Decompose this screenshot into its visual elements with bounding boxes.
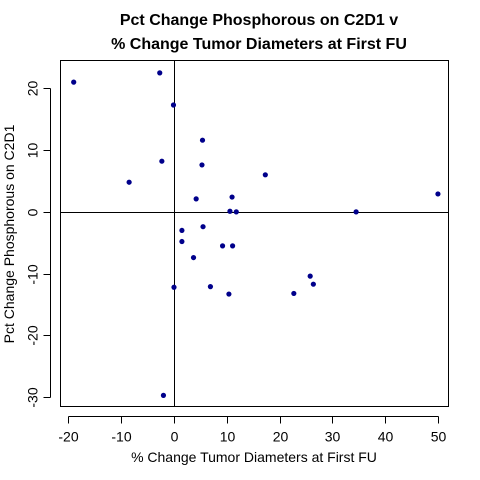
- data-point: [170, 102, 177, 108]
- data-point: [353, 209, 359, 215]
- data-point: [229, 194, 235, 200]
- y-tick-label: 10: [25, 143, 41, 159]
- data-point: [291, 290, 297, 297]
- y-tick-label: -20: [25, 325, 41, 345]
- y-tick-label: 0: [25, 208, 41, 216]
- chart-title-line-1: Pct Change Phosphorous on C2D1 v: [120, 12, 398, 29]
- data-point: [159, 158, 165, 164]
- data-point: [171, 284, 177, 290]
- y-tick-label: 20: [25, 81, 41, 97]
- data-point: [219, 243, 226, 249]
- x-tick-label: 0: [171, 429, 179, 445]
- y-axis-label: Pct Change Phosphorous on C2D1: [1, 124, 17, 343]
- data-point: [160, 392, 167, 398]
- x-tick-label: 30: [325, 429, 341, 445]
- reference-lines: [60, 60, 449, 407]
- data-point: [157, 70, 163, 76]
- data-point: [71, 79, 77, 85]
- data-point: [310, 281, 316, 287]
- x-tick-label: -20: [58, 429, 78, 445]
- data-point: [193, 196, 199, 202]
- data-point: [226, 291, 232, 297]
- data-point: [179, 238, 185, 245]
- x-tick-label: 50: [431, 429, 447, 445]
- data-point: [199, 162, 205, 168]
- y-tick-label: -30: [25, 387, 41, 407]
- data-point: [190, 254, 197, 261]
- data-point: [200, 224, 206, 230]
- data-points: [71, 70, 441, 398]
- chart-title-line-2: % Change Tumor Diameters at First FU: [111, 36, 407, 53]
- x-axis: -20 -10 0 10 20 30 40 50: [58, 416, 447, 445]
- x-tick-label: 20: [273, 429, 289, 445]
- x-tick-label: 10: [220, 429, 236, 445]
- data-point: [233, 209, 239, 215]
- data-point: [262, 172, 268, 178]
- y-axis: -30 -20 -10 0 10 20: [25, 81, 51, 408]
- x-axis-label: % Change Tumor Diameters at First FU: [131, 449, 377, 465]
- data-point: [227, 208, 233, 214]
- data-point: [199, 137, 206, 143]
- data-point: [229, 243, 236, 249]
- data-point: [207, 284, 214, 290]
- data-point: [435, 191, 441, 197]
- x-tick-label: -10: [111, 429, 131, 445]
- x-tick-label: 40: [378, 429, 394, 445]
- data-point: [126, 179, 132, 185]
- y-tick-label: -10: [25, 264, 41, 284]
- plot-frame: [60, 60, 449, 407]
- data-point: [307, 273, 313, 279]
- data-point: [179, 227, 185, 234]
